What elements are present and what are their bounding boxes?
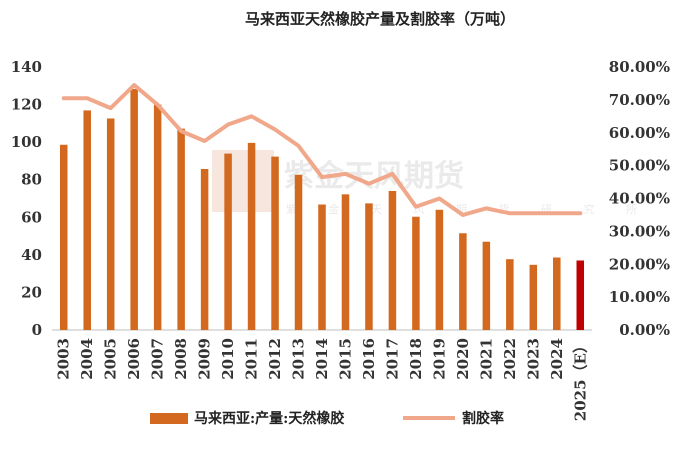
bar	[435, 209, 444, 330]
right-y-tick-label: 50.00%	[609, 157, 670, 175]
bar	[224, 153, 232, 330]
bar	[106, 118, 115, 330]
bar	[294, 174, 303, 330]
left-y-tick-label: 140	[11, 58, 42, 76]
bar	[59, 144, 68, 330]
bar	[459, 233, 467, 330]
x-tick-label: 2016	[360, 338, 378, 380]
left-y-tick-label: 20	[21, 283, 42, 301]
x-tick-label: 2012	[266, 338, 284, 380]
right-y-tick-label: 0.00%	[619, 321, 670, 339]
bar	[130, 88, 138, 331]
x-tick-label: 2004	[78, 338, 96, 380]
bar	[83, 110, 91, 331]
bar	[576, 260, 585, 330]
left-y-axis: 0 20 40 60 80 100 120 140	[11, 58, 42, 339]
bar	[318, 204, 326, 330]
left-y-tick-label: 40	[21, 246, 42, 264]
chart-title: 马来西亚天然橡胶产量及割胶率（万吨）	[245, 10, 515, 28]
left-y-tick-label: 0	[32, 321, 42, 339]
x-tick-label: 2011	[243, 338, 261, 380]
x-tick-label: 2024	[548, 338, 566, 380]
line-series-path	[61, 83, 583, 217]
right-y-axis: 0.00% 10.00% 20.00% 30.00% 40.00% 50.00% 60.00…	[609, 58, 670, 339]
x-axis-ticks: 2003 2004 2005 2006 2007 2008 2009 2010 2011 2012…	[55, 338, 590, 421]
right-y-tick-label: 60.00%	[609, 124, 670, 142]
bar	[247, 142, 256, 330]
right-y-tick-label: 30.00%	[609, 222, 670, 240]
bar	[153, 104, 162, 330]
x-tick-label: 2010	[219, 338, 237, 380]
right-y-tick-label: 20.00%	[609, 255, 670, 273]
bar	[200, 169, 209, 330]
x-tick-label: 2005	[102, 338, 120, 380]
bar	[412, 216, 420, 330]
legend-swatch-bar	[150, 413, 188, 424]
bar	[506, 259, 514, 330]
x-tick-label: 2014	[313, 338, 331, 380]
watermark-logo-mark	[212, 150, 274, 212]
x-tick-label: 2020	[454, 338, 472, 380]
x-tick-label: 2022	[501, 338, 519, 380]
bar	[365, 203, 373, 330]
x-tick-label: 2013	[290, 338, 308, 380]
bar	[177, 128, 185, 330]
bar	[482, 241, 491, 330]
x-tick-label: 2023	[524, 338, 542, 380]
x-tick-label: 2021	[477, 338, 495, 380]
x-tick-label: 2025（E）	[571, 338, 589, 421]
right-y-tick-label: 70.00%	[609, 91, 670, 109]
line-series-group	[61, 83, 583, 217]
bar	[271, 156, 279, 330]
left-y-tick-label: 60	[21, 208, 42, 226]
bar	[388, 190, 397, 330]
x-tick-label: 2007	[149, 338, 167, 380]
legend: 马来西亚:产量:天然橡胶 割胶率	[150, 410, 504, 427]
left-y-tick-label: 100	[11, 133, 42, 151]
right-y-tick-label: 40.00%	[609, 190, 670, 208]
legend-label-line: 割胶率	[462, 410, 504, 427]
bar	[553, 257, 561, 330]
right-y-tick-label: 80.00%	[609, 58, 670, 76]
x-tick-label: 2019	[430, 338, 448, 380]
x-tick-label: 2017	[383, 338, 401, 380]
bar	[341, 194, 350, 330]
right-y-tick-label: 10.00%	[609, 288, 670, 306]
left-y-tick-label: 120	[11, 96, 42, 114]
x-tick-label: 2008	[172, 338, 190, 380]
x-tick-label: 2009	[196, 338, 214, 380]
x-tick-label: 2018	[407, 338, 425, 380]
x-tick-label: 2003	[55, 338, 73, 380]
x-tick-label: 2006	[125, 338, 143, 380]
legend-label-bar: 马来西亚:产量:天然橡胶	[194, 410, 344, 427]
x-tick-label: 2015	[336, 338, 354, 380]
bar-series	[59, 88, 585, 331]
left-y-tick-label: 80	[21, 171, 42, 189]
bar	[529, 264, 538, 330]
